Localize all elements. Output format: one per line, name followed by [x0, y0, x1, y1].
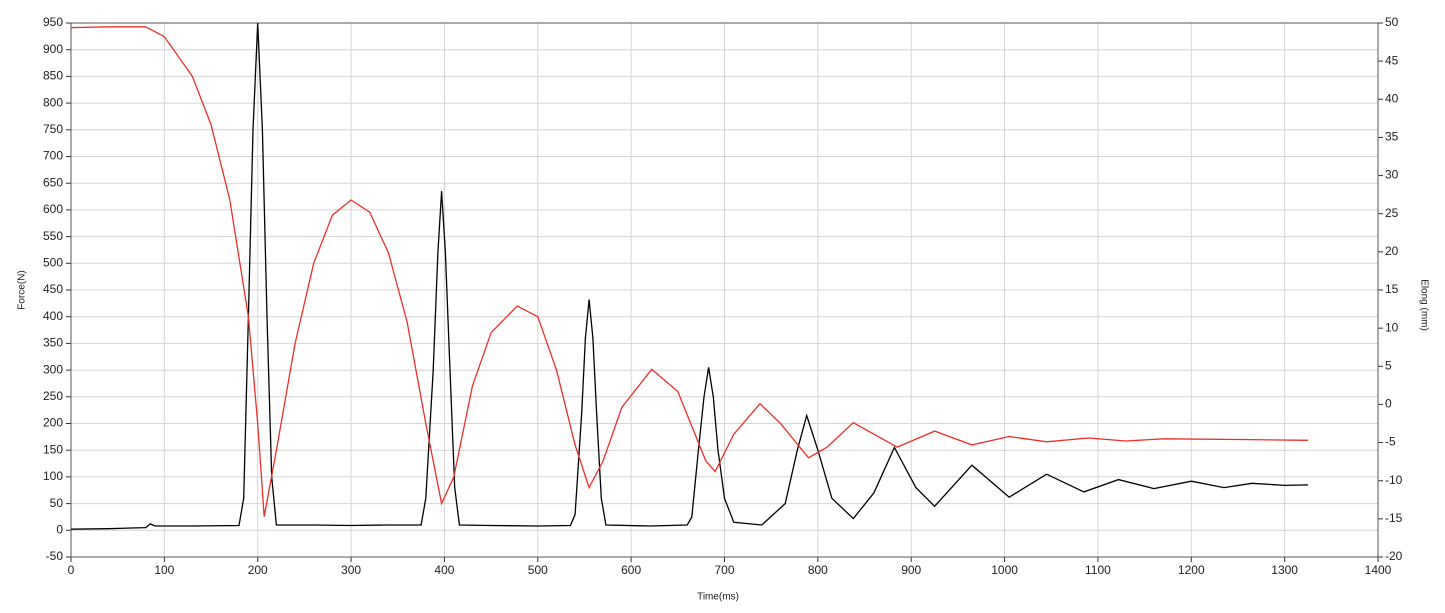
y-tick-label: 450 — [43, 282, 63, 296]
data-line — [70, 26, 1309, 517]
y-tick-label: 200 — [43, 416, 63, 430]
x-tick-label: 100 — [154, 563, 174, 577]
y2-tick-label: 35 — [1385, 130, 1399, 144]
y-tick-label: -50 — [46, 549, 64, 563]
x-tick-label: 1300 — [1271, 563, 1298, 577]
y2-tick-label: -20 — [1385, 549, 1403, 563]
y2-tick-label: 10 — [1385, 320, 1399, 334]
y-tick-label: 50 — [50, 496, 64, 510]
y-tick-label: 800 — [43, 95, 63, 109]
y-axis-label: Force(N) — [17, 270, 28, 309]
x-tick-label: 500 — [528, 563, 548, 577]
y-tick-label: 350 — [43, 336, 63, 350]
y-tick-label: 300 — [43, 362, 63, 376]
x-tick-label: 900 — [901, 563, 921, 577]
y2-tick-label: 5 — [1385, 358, 1392, 372]
y2-tick-label: 40 — [1385, 91, 1399, 105]
y-tick-label: 100 — [43, 469, 63, 483]
y-tick-label: 700 — [43, 149, 63, 163]
y2-tick-label: -15 — [1385, 511, 1403, 525]
y-tick-label: 550 — [43, 229, 63, 243]
plot-frame — [70, 22, 1379, 558]
y-tick-label: 400 — [43, 309, 63, 323]
x-tick-label: 800 — [808, 563, 828, 577]
y2-axis-label: Elong (mm) — [1418, 279, 1429, 331]
y2-tick-label: 15 — [1385, 282, 1399, 296]
y2-tick-label: -5 — [1385, 435, 1396, 449]
y-tick-label: 0 — [56, 522, 63, 536]
data-line — [70, 22, 1309, 530]
x-tick-label: 1100 — [1085, 563, 1111, 577]
x-tick-label: 1400 — [1365, 563, 1392, 577]
y2-tick-label: 20 — [1385, 244, 1399, 258]
y2-tick-label: 0 — [1385, 397, 1392, 411]
x-axis-label: Time(ms) — [697, 592, 739, 603]
x-tick-label: 1000 — [991, 563, 1018, 577]
y-tick-label: 250 — [43, 389, 63, 403]
x-tick-label: 0 — [68, 563, 75, 577]
y-tick-label: 750 — [43, 122, 63, 136]
y-tick-label: 500 — [43, 255, 63, 269]
y2-tick-label: 25 — [1385, 206, 1399, 220]
x-tick-label: 700 — [714, 563, 734, 577]
y-tick-label: 650 — [43, 175, 63, 189]
y2-tick-label: 45 — [1385, 53, 1399, 67]
x-tick-label: 200 — [248, 563, 268, 577]
y2-tick-label: 30 — [1385, 168, 1399, 182]
x-tick-label: 300 — [341, 563, 361, 577]
y-tick-label: 850 — [43, 69, 63, 83]
y-tick-label: 150 — [43, 442, 63, 456]
x-tick-label: 600 — [621, 563, 641, 577]
y-tick-label: 900 — [43, 42, 63, 56]
x-tick-label: 1200 — [1178, 563, 1205, 577]
y2-tick-label: -10 — [1385, 473, 1403, 487]
y2-tick-label: 50 — [1385, 15, 1399, 29]
y-tick-label: 600 — [43, 202, 63, 216]
x-tick-label: 400 — [434, 563, 454, 577]
y-tick-label: 950 — [43, 15, 63, 29]
